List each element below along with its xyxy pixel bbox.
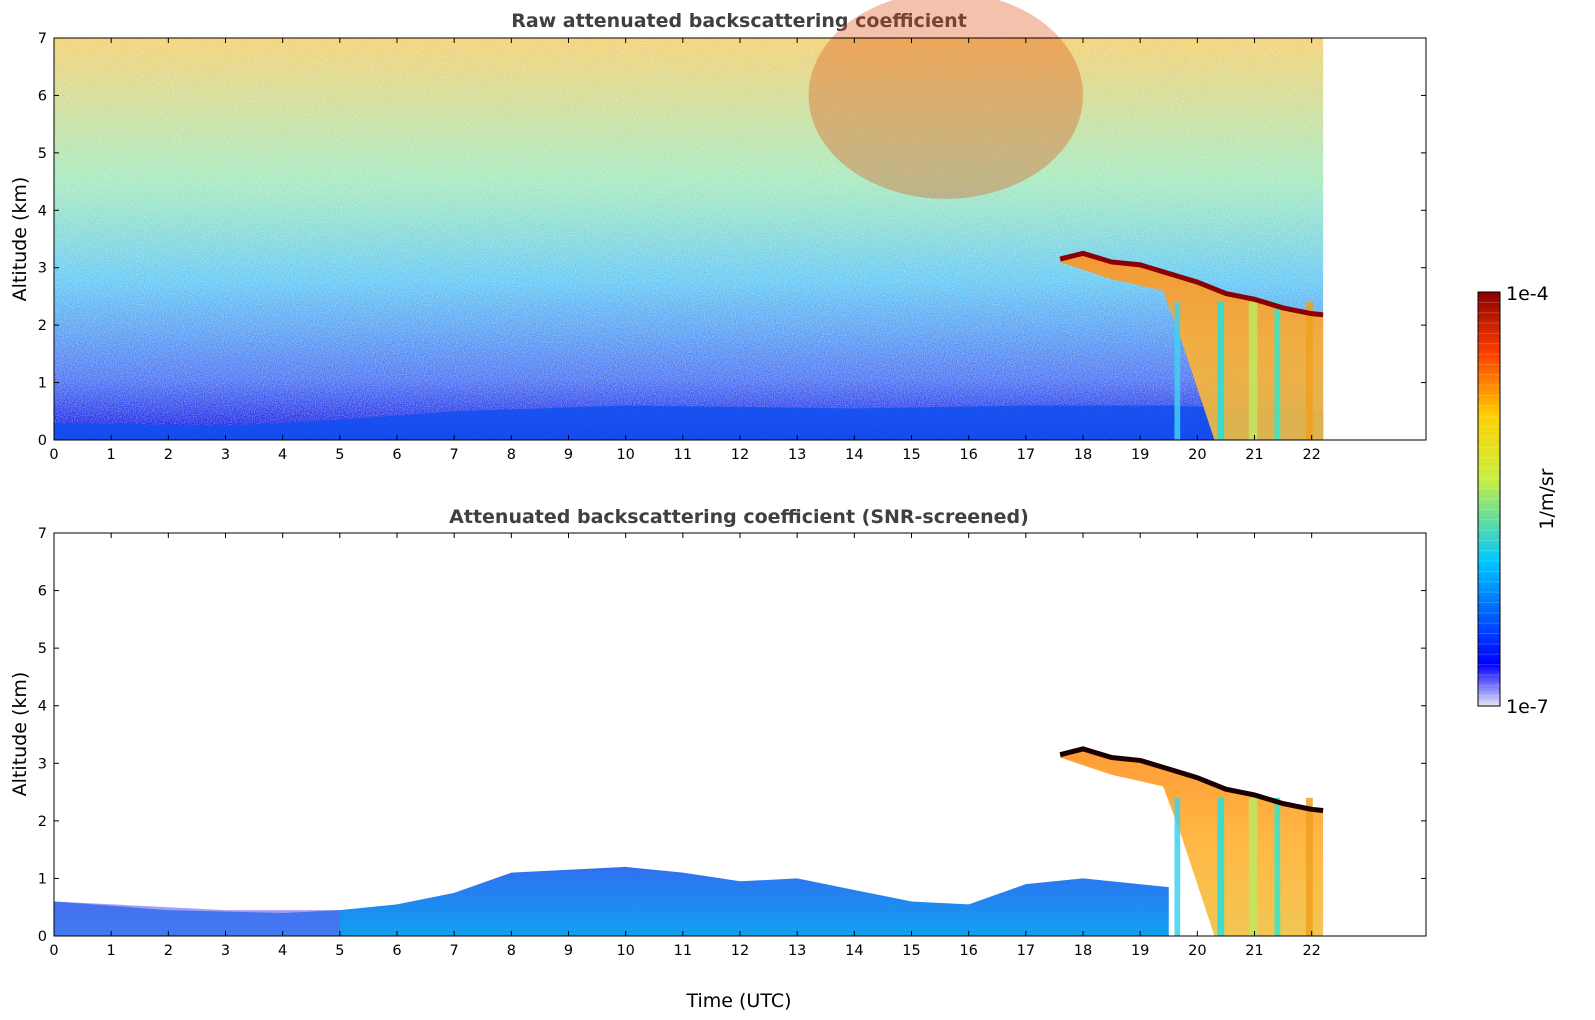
x-tick-label: 21 [1245,447,1263,463]
x-tick-label: 11 [674,943,692,959]
x-tick-label: 20 [1188,943,1206,959]
x-tick-label: 9 [564,447,573,463]
x-tick-label: 20 [1188,447,1206,463]
y-tick-label: 1 [38,376,47,392]
y-tick-label: 6 [38,88,47,104]
colorbar-max-label: 1e-4 [1506,283,1549,305]
x-tick-label: 6 [392,447,401,463]
high-signal-region [808,0,1083,199]
x-tick-label: 1 [107,447,116,463]
fall-streak [1174,302,1181,440]
colorbar-steps [1478,301,1500,697]
x-tick-label: 4 [278,447,287,463]
x-tick-label: 18 [1074,447,1092,463]
raw-backscatter-panel: Raw attenuated backscattering coefficien… [9,0,1427,463]
colorbar: 1e-4 1e-7 1/m/sr [1477,283,1558,718]
y-tick-label: 2 [38,814,47,830]
x-tick-label: 15 [902,943,920,959]
x-tick-label: 13 [788,943,806,959]
x-tick-label: 0 [49,447,58,463]
y-tick-label: 3 [38,261,47,277]
x-axis-label: Time (UTC) [685,990,791,1012]
x-tick-label: 3 [221,447,230,463]
y-tick-label: 2 [38,318,47,334]
y-tick-label: 6 [38,584,47,600]
y-tick-label: 5 [38,641,47,657]
y-tick-label: 0 [38,433,47,449]
x-tick-label: 6 [392,943,401,959]
x-tick-label: 8 [507,943,516,959]
y-axis-label: Altitude (km) [9,177,31,302]
x-tick-label: 17 [1017,943,1035,959]
boundary-layer [54,405,1324,440]
x-tick-label: 3 [221,943,230,959]
x-tick-label: 5 [335,447,344,463]
x-tick-label: 10 [616,447,634,463]
x-tick-label: 1 [107,943,116,959]
y-tick-label: 7 [38,31,47,47]
x-tick-label: 14 [845,447,863,463]
y-tick-label: 3 [38,756,47,772]
x-tick-label: 0 [49,943,58,959]
colorbar-bar [1477,291,1501,707]
cloud-top-line [1059,250,1324,318]
x-tick-label: 10 [616,943,634,959]
fall-streak [1248,797,1258,936]
x-tick-label: 17 [1017,447,1035,463]
x-tick-label: 2 [164,447,173,463]
fall-streak [1305,302,1313,440]
x-tick-label: 16 [959,943,977,959]
x-tick-label: 13 [788,447,806,463]
fall-streak [1248,302,1258,440]
y-axis-label: Altitude (km) [9,672,31,797]
y-tick-label: 7 [38,526,47,542]
screened-backscatter-panel: Attenuated backscattering coefficient (S… [9,506,1427,1012]
x-tick-label: 12 [731,447,749,463]
fall-streak [1274,797,1281,936]
x-tick-label: 14 [845,943,863,959]
y-tick-label: 0 [38,929,47,945]
y-tick-label: 4 [38,699,47,715]
x-tick-label: 4 [278,943,287,959]
x-tick-label: 19 [1131,447,1149,463]
colorbar-min-label: 1e-7 [1506,696,1549,718]
morning-layer [54,901,340,936]
x-tick-label: 22 [1302,447,1320,463]
plot-area: 0 1 2 3 4 5 6 7 8 9 10 11 12 13 14 15 16 17 18 19 20 21 220123… [38,526,1427,959]
x-tick-label: 16 [959,447,977,463]
x-tick-label: 18 [1074,943,1092,959]
x-tick-label: 9 [564,943,573,959]
y-tick-label: 1 [38,871,47,887]
x-tick-label: 22 [1302,943,1320,959]
cloud-top-line [1059,746,1324,813]
panel-title: Raw attenuated backscattering coefficien… [511,10,967,32]
x-tick-label: 7 [450,943,459,959]
x-tick-label: 5 [335,943,344,959]
fall-streak [1274,302,1281,440]
fall-streak [1217,302,1225,440]
x-tick-label: 8 [507,447,516,463]
x-tick-label: 11 [674,447,692,463]
fall-streak [1217,797,1225,936]
x-tick-label: 2 [164,943,173,959]
x-tick-label: 12 [731,943,749,959]
x-tick-label: 15 [902,447,920,463]
fall-streak [1305,797,1313,936]
plot-area: 0 1 2 3 4 5 6 7 8 9 10 11 12 13 14 15 16 17 18 19 20 21 220123… [38,0,1427,463]
x-tick-label: 19 [1131,943,1149,959]
y-tick-label: 4 [38,203,47,219]
x-tick-label: 7 [450,447,459,463]
y-tick-label: 5 [38,146,47,162]
panel-title: Attenuated backscattering coefficient (S… [449,506,1029,528]
fall-streak [1174,797,1181,936]
x-tick-label: 21 [1245,943,1263,959]
colorbar-unit-label: 1/m/sr [1536,468,1558,529]
noise-layer [54,38,1324,440]
